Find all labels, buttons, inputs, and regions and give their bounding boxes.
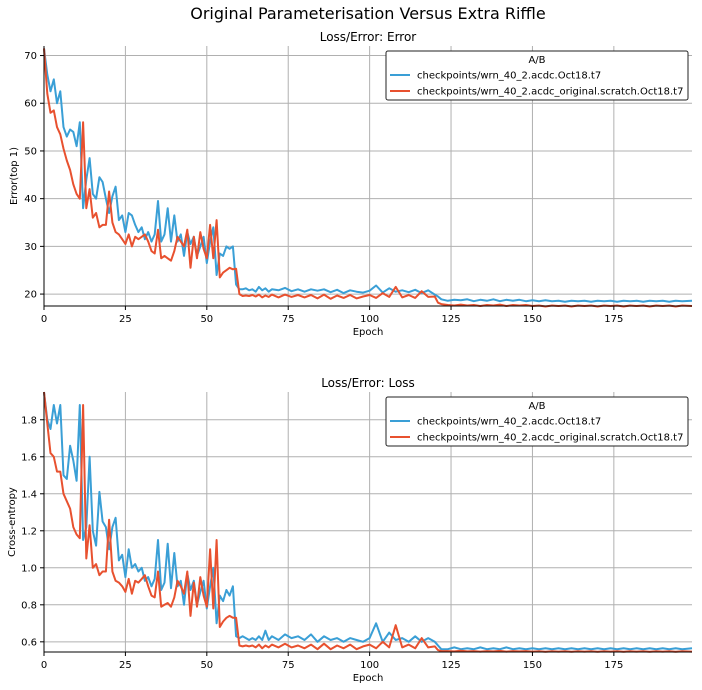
axes-title: Loss/Error: Loss — [321, 376, 415, 390]
x-tick-label: 0 — [41, 314, 47, 325]
x-tick-label: 75 — [282, 314, 295, 325]
y-tick-label: 20 — [24, 290, 37, 301]
x-tick-label: 150 — [523, 660, 542, 671]
x-tick-label: 25 — [119, 660, 132, 671]
x-tick-label: 175 — [604, 660, 623, 671]
y-axis-label: Cross-entropy — [7, 487, 18, 557]
y-tick-label: 70 — [24, 51, 37, 62]
figure-suptitle: Original Parameterisation Versus Extra R… — [190, 4, 545, 23]
y-tick-label: 1.8 — [21, 415, 37, 426]
legend-title: A/B — [528, 401, 545, 412]
legend-entry-label: checkpoints/wrn_40_2.acdc.Oct18.t7 — [417, 71, 601, 82]
y-tick-label: 1.0 — [21, 563, 37, 574]
x-tick-label: 125 — [441, 314, 460, 325]
x-tick-label: 75 — [282, 660, 295, 671]
series-line-acdc — [43, 391, 693, 651]
x-tick-label: 150 — [523, 314, 542, 325]
y-tick-label: 30 — [24, 242, 37, 253]
legend-box — [385, 396, 689, 447]
loss-plot: 0 25 50 75 100 125 150 175 0.6 0.8 1.0 1.2 1.4 1.6 1.8… — [7, 376, 693, 684]
y-tick-label: 1.4 — [21, 489, 37, 500]
legend-entry-label: checkpoints/wrn_40_2.acdc.Oct18.t7 — [417, 417, 601, 428]
x-tick-label: 0 — [41, 660, 47, 671]
legend-box — [385, 50, 689, 101]
x-tick-label: 50 — [200, 660, 213, 671]
legend: A/B checkpoints/wrn_40_2.acdc.Oct18.t7che… — [385, 396, 689, 447]
y-tick-label: 0.6 — [21, 637, 37, 648]
x-axis-label: Epoch — [353, 673, 384, 684]
y-tick-label: 0.8 — [21, 600, 37, 611]
x-tick-label: 50 — [200, 314, 213, 325]
x-axis-label: Epoch — [353, 327, 384, 338]
legend-entry-label: checkpoints/wrn_40_2.acdc_original.scrat… — [417, 87, 683, 98]
x-tick-label: 100 — [360, 314, 379, 325]
legend-title: A/B — [528, 55, 545, 66]
y-tick-label: 1.2 — [21, 526, 37, 537]
legend-entry-label: checkpoints/wrn_40_2.acdc_original.scrat… — [417, 433, 683, 444]
y-tick-label: 50 — [24, 146, 37, 157]
x-tick-label: 25 — [119, 314, 132, 325]
x-tick-label: 100 — [360, 660, 379, 671]
x-tick-label: 175 — [604, 314, 623, 325]
error-plot: 0 25 50 75 100 125 150 175 20 30 40 50 60 70 Loss/Erro… — [9, 30, 693, 338]
y-axis-label: Error(top 1) — [9, 147, 20, 205]
y-tick-label: 60 — [24, 99, 37, 110]
y-tick-label: 40 — [24, 194, 37, 205]
legend: A/B checkpoints/wrn_40_2.acdc.Oct18.t7che… — [385, 50, 689, 101]
series-line-acdc — [43, 48, 693, 303]
x-tick-label: 125 — [441, 660, 460, 671]
y-tick-label: 1.6 — [21, 452, 37, 463]
axes-title: Loss/Error: Error — [320, 30, 417, 44]
